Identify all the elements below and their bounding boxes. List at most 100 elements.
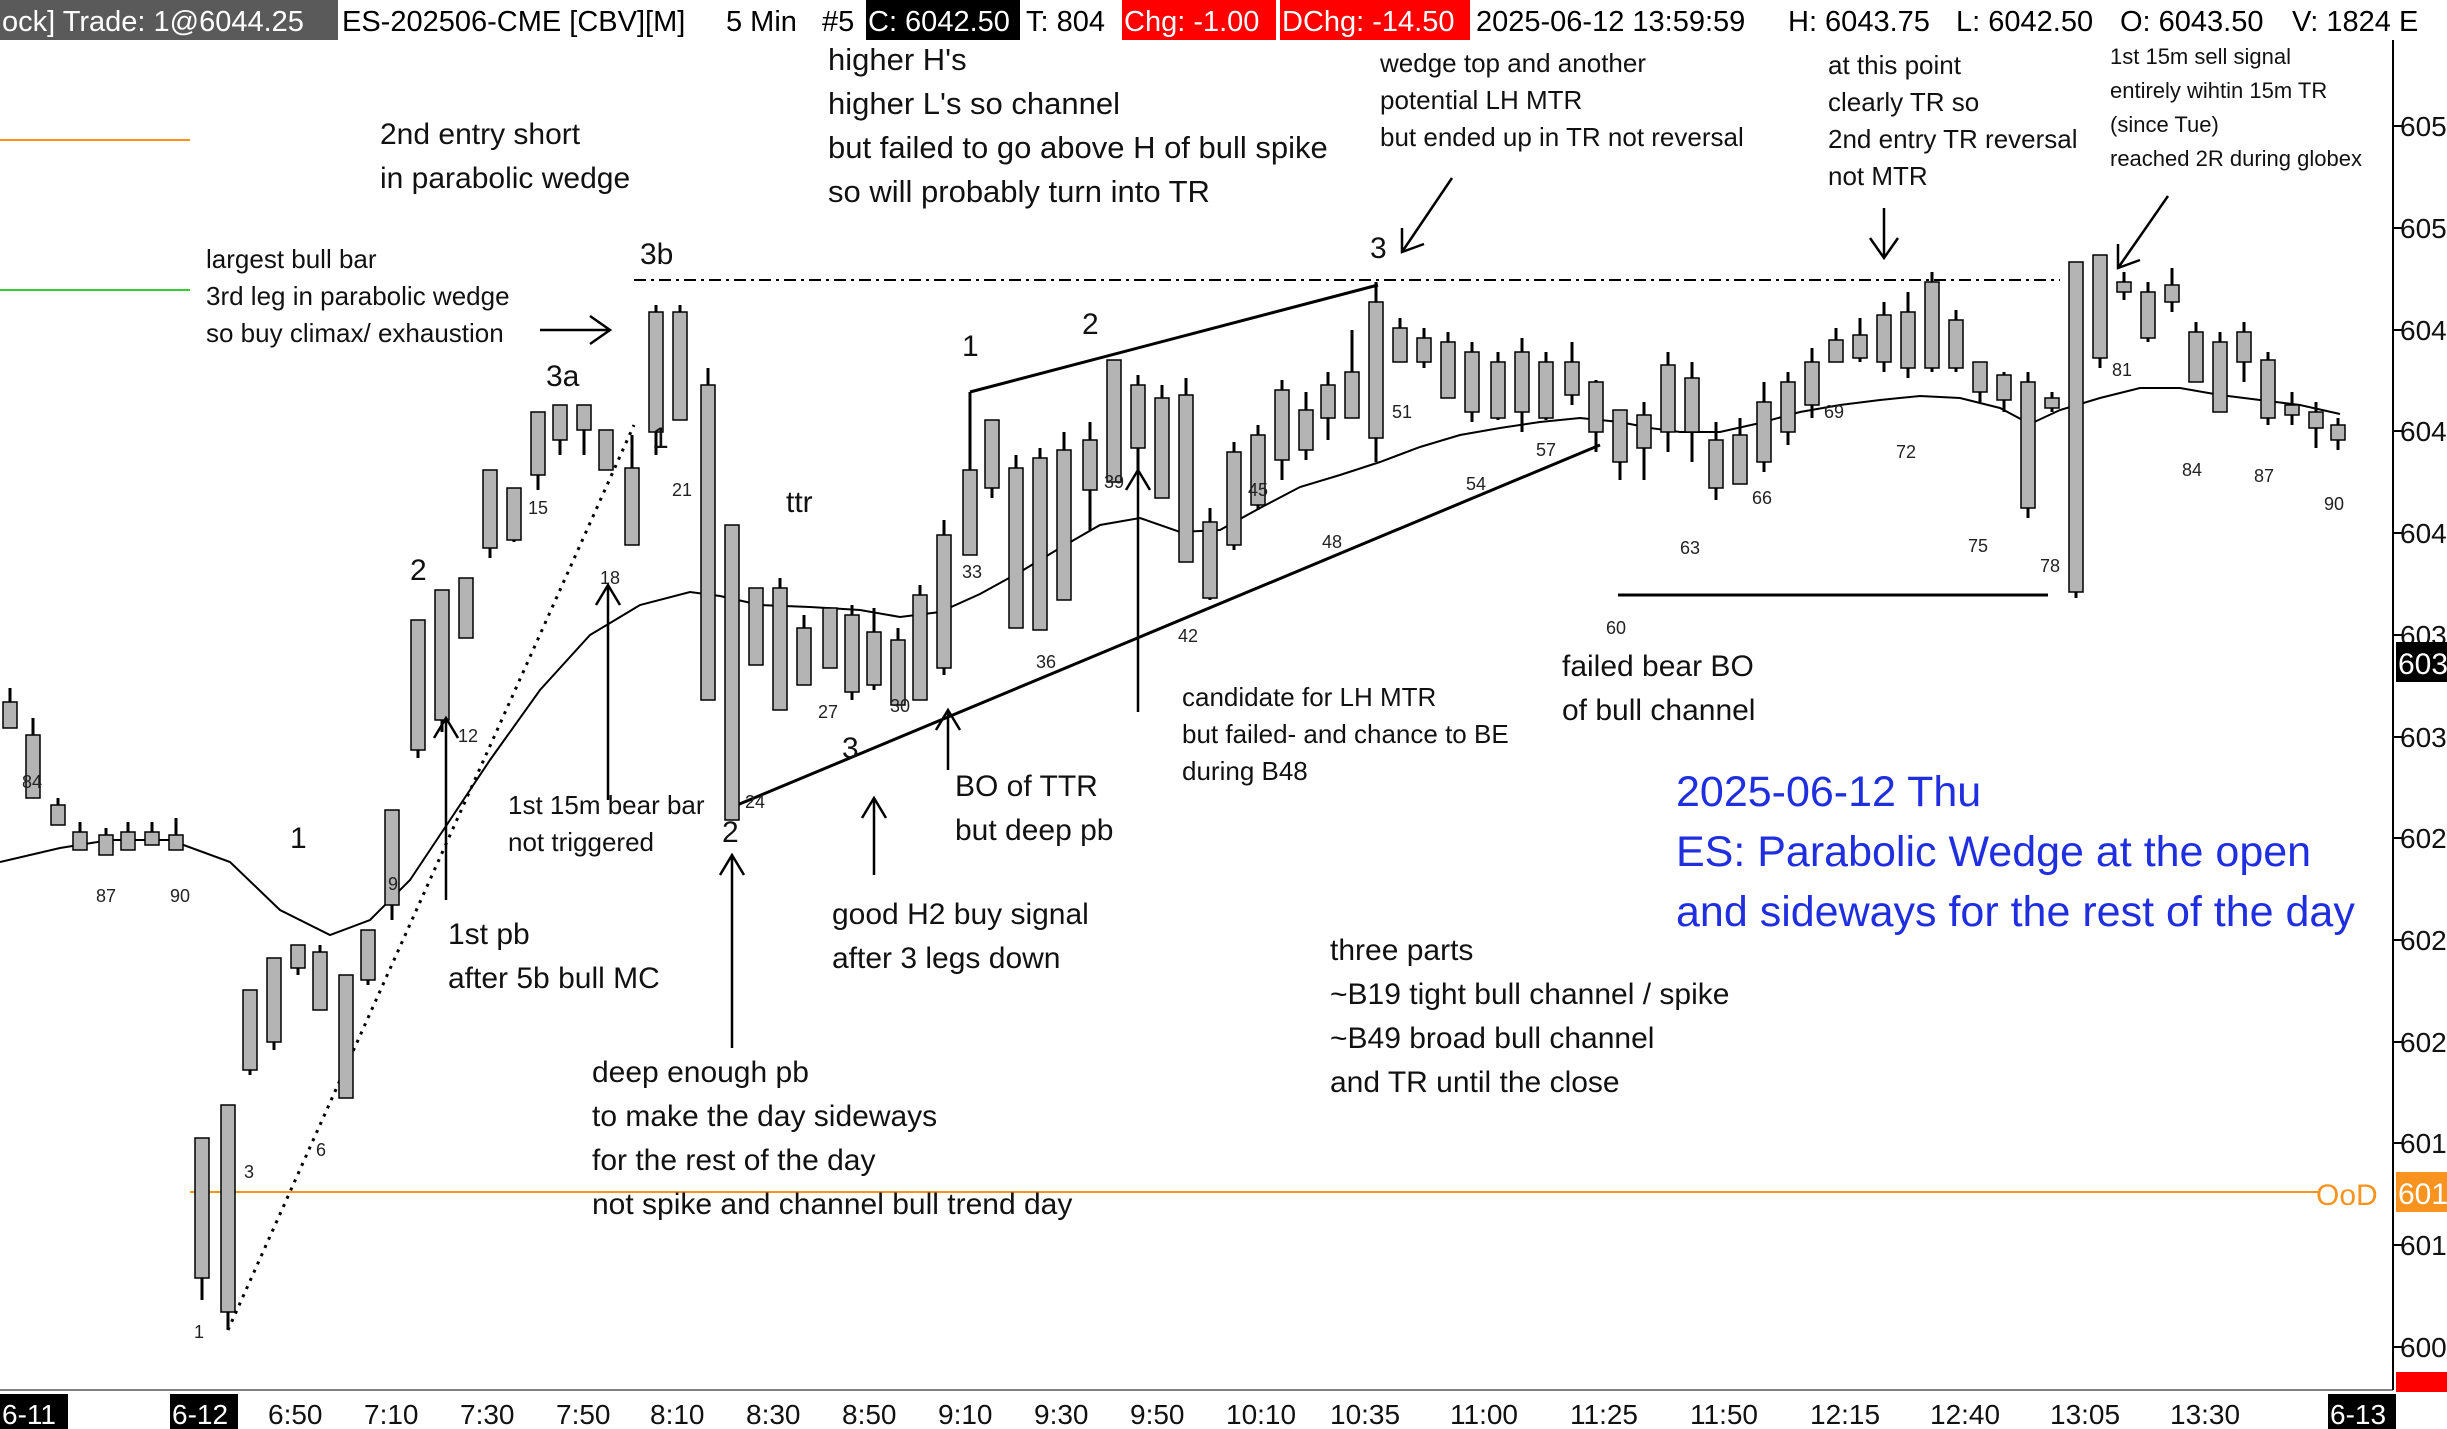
bar-number-label: 39 [1104, 472, 1124, 492]
candle-body [672, 311, 688, 421]
ann-three-parts-line: ~B49 broad bull channel [1330, 1022, 1654, 1055]
bar-number-label: 21 [672, 480, 692, 500]
ann-at-this-point: at this point clearly TR so 2nd entry TR… [1828, 50, 2085, 191]
bar-number-label: 63 [1680, 538, 1700, 558]
ann-lh-mtr-line: during B48 [1182, 756, 1308, 786]
arrow-bo-ttr [934, 707, 962, 770]
bar-number-label: 30 [890, 696, 910, 716]
bar-number-label: 81 [2112, 360, 2132, 380]
y-tick-label: 602 [2400, 1027, 2447, 1058]
candle-body [1274, 389, 1290, 461]
x-tick-label: 7:10 [364, 1399, 419, 1429]
x-tick-label: 9:10 [938, 1399, 993, 1429]
y-tick-label: 601 [2400, 1230, 2447, 1261]
candle-body [2188, 331, 2204, 383]
candle-body [1320, 384, 1336, 419]
candle-body [1756, 401, 1772, 463]
chart-title: 2025-06-12 Thu ES: Parabolic Wedge at th… [1676, 768, 2355, 936]
header-prefix-bg [0, 0, 338, 40]
ood-tag-bg [2396, 1172, 2447, 1212]
candle-body [984, 419, 1000, 489]
candle-body [2044, 397, 2060, 409]
candle-body [772, 587, 788, 711]
candle-body [844, 614, 860, 693]
candle-body [1660, 364, 1676, 433]
ann-at-this-point-line: at this point [1828, 50, 1962, 80]
candle-body [1684, 377, 1700, 433]
candle-body [1900, 311, 1916, 369]
x-tick-label: 6-13 [2330, 1399, 2386, 1429]
y-tick-label: 604 [2400, 315, 2447, 346]
bar-number-label: 3 [244, 1162, 254, 1182]
leg-label-3a: 3a [546, 360, 580, 393]
candle-body [2020, 381, 2036, 509]
bar-number-label: 84 [2182, 460, 2202, 480]
candle-body [2164, 284, 2180, 303]
ann-first-bear-line: not triggered [508, 827, 654, 857]
candle-body [1106, 359, 1122, 483]
ann-largest-bull: largest bull bar 3rd leg in parabolic we… [206, 244, 517, 348]
header-chg-bg [1122, 0, 1276, 40]
wedge-top-line [969, 283, 1379, 394]
candle-body [2068, 261, 2084, 593]
ann-failed-bear-line: failed bear BO [1562, 650, 1754, 683]
arrow-first-pb [432, 715, 460, 900]
ann-lh-mtr-line: candidate for LH MTR [1182, 682, 1436, 712]
bar-number-label: 57 [1536, 440, 1556, 460]
candle-body [1130, 384, 1146, 449]
annotations: 2nd entry short in parabolic wedge large… [206, 42, 2362, 1221]
time-axis: 6-11 6-12 6:50 7:10 7:30 7:50 8:10 8:30 8:50 9:10… [0, 1394, 2396, 1429]
chart-header: ock] Trade: 1@6044.25 ES-202506-CME [CBV… [0, 0, 2418, 40]
candle-body [1780, 381, 1796, 433]
candle-body [1490, 361, 1506, 419]
candle-body [962, 469, 978, 556]
ann-wedge-top-line: but ended up in TR not reversal [1380, 122, 1744, 152]
ann-lh-mtr: candidate for LH MTR but failed- and cha… [1182, 682, 1516, 786]
y-tick-label: 605 [2400, 111, 2447, 142]
bar-number-label: 27 [818, 702, 838, 722]
candle-body [1226, 451, 1242, 546]
arrow-deep-pb [718, 852, 746, 1048]
parabolic-wedge-dotted [226, 424, 636, 1331]
candle-body [168, 834, 184, 851]
y-tick-label: 604 [2400, 518, 2447, 549]
candle-body [506, 487, 522, 541]
ann-three-parts-line: and TR until the close [1330, 1066, 1620, 1099]
x-tick-label: 6:50 [268, 1399, 323, 1429]
ann-deep-pb-line: to make the day sideways [592, 1100, 937, 1133]
bar-number-label: 84 [22, 772, 42, 792]
header-datetime: 2025-06-12 13:59:59 [1476, 6, 1745, 38]
header-high: H: 6043.75 [1788, 6, 1930, 38]
candle-body [1154, 397, 1170, 499]
ann-first-bear-line: 1st 15m bear bar [508, 790, 705, 820]
x-tick-label: 10:10 [1226, 1399, 1296, 1429]
candle-body [144, 831, 160, 846]
candle-body [1828, 339, 1844, 363]
candle-body [1996, 374, 2012, 401]
candle-body [2116, 281, 2132, 293]
x-date-tag-bg [170, 1394, 238, 1429]
candle-body [2092, 254, 2108, 359]
candle-body [796, 627, 812, 686]
candle-body [242, 989, 258, 1071]
header-ticks: T: 804 [1026, 6, 1105, 38]
header-dchg-bg [1280, 0, 1470, 40]
candle-body [312, 951, 328, 1011]
bar-number-label: 78 [2040, 556, 2060, 576]
ann-at-this-point-line: clearly TR so [1828, 87, 1979, 117]
candle-body [1972, 361, 1988, 393]
ann-h2-buy-line: after 3 legs down [832, 942, 1060, 975]
ann-first-pb-line: after 5b bull MC [448, 962, 660, 995]
x-tick-label: 6-11 [2, 1399, 56, 1429]
candle-body [1392, 327, 1408, 363]
ann-wedge-top-line: potential LH MTR [1380, 85, 1582, 115]
candle-body [1636, 414, 1652, 449]
header-low: L: 6042.50 [1956, 6, 2093, 38]
candle-body [1056, 449, 1072, 601]
candle-body [890, 639, 906, 706]
ann-three-parts-line: three parts [1330, 934, 1473, 967]
arrow-wedge-top [1400, 177, 1454, 254]
ann-h2-buy: good H2 buy signal after 3 legs down [832, 898, 1097, 975]
candle-body [1440, 341, 1456, 399]
ann-deep-pb-line: deep enough pb [592, 1056, 809, 1089]
